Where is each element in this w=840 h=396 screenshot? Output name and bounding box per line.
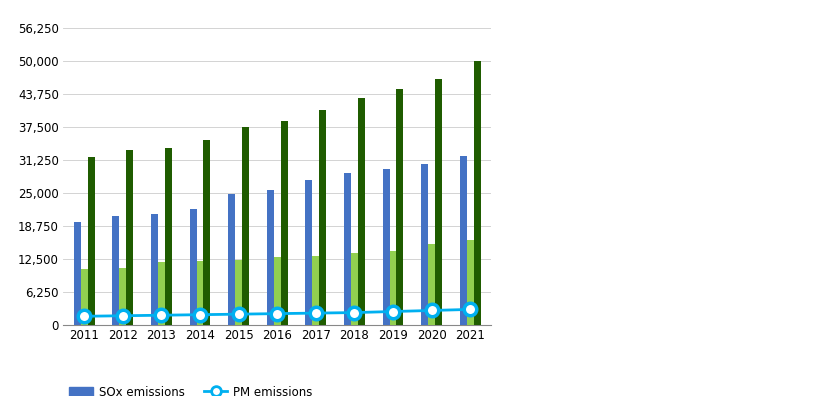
Bar: [281, 121, 287, 325]
Bar: [81, 269, 87, 325]
Bar: [228, 194, 235, 325]
Bar: [358, 98, 365, 325]
Bar: [344, 173, 351, 325]
Bar: [126, 150, 134, 325]
PM emissions: [311, 311, 321, 316]
PM emissions: [79, 314, 89, 319]
Bar: [390, 251, 396, 325]
Bar: [382, 169, 390, 325]
Bar: [190, 209, 197, 325]
Bar: [203, 140, 211, 325]
Bar: [459, 156, 467, 325]
PM emissions: [465, 307, 475, 312]
PM emissions: [349, 310, 360, 315]
Bar: [242, 127, 249, 325]
Bar: [467, 240, 474, 325]
Bar: [151, 214, 158, 325]
Bar: [197, 261, 203, 325]
PM emissions: [388, 309, 398, 314]
Bar: [165, 148, 172, 325]
PM emissions: [272, 311, 282, 316]
Bar: [274, 257, 281, 325]
Bar: [74, 222, 81, 325]
PM emissions: [156, 313, 166, 318]
Legend: SOx emissions, NOx emissions, PM emissions, Total Air Pollutant Emissions: SOx emissions, NOx emissions, PM emissio…: [65, 381, 404, 396]
Bar: [87, 157, 95, 325]
Bar: [158, 263, 165, 325]
Bar: [235, 260, 242, 325]
Bar: [421, 164, 428, 325]
Bar: [396, 89, 403, 325]
PM emissions: [234, 312, 244, 316]
PM emissions: [195, 312, 205, 317]
Bar: [435, 79, 442, 325]
Bar: [474, 61, 480, 325]
PM emissions: [427, 308, 437, 313]
Bar: [306, 179, 312, 325]
PM emissions: [118, 313, 128, 318]
Bar: [428, 244, 435, 325]
Line: PM emissions: PM emissions: [78, 303, 476, 322]
Bar: [267, 190, 274, 325]
Bar: [113, 217, 119, 325]
Bar: [319, 110, 326, 325]
Bar: [351, 253, 358, 325]
Bar: [119, 268, 126, 325]
Bar: [312, 256, 319, 325]
